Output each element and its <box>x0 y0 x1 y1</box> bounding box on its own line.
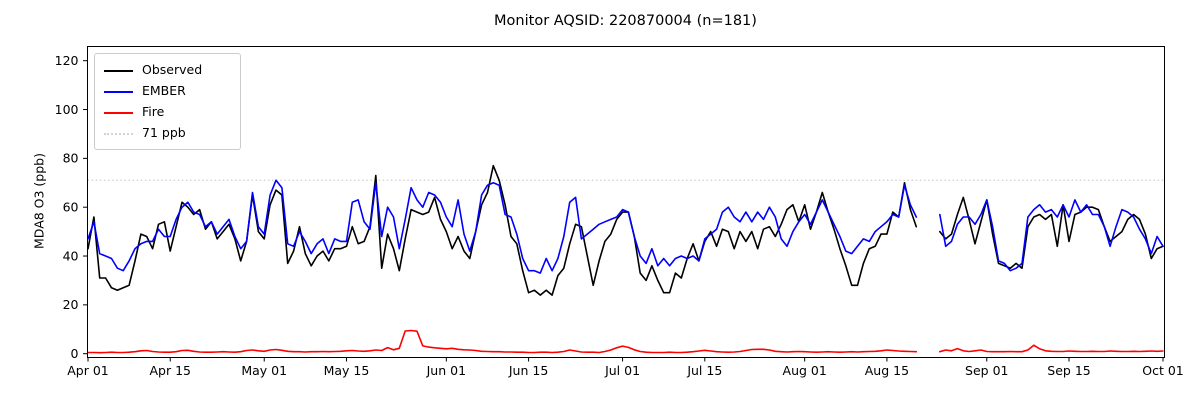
legend-line-sample <box>104 132 133 135</box>
y-tick-label: 20 <box>63 297 79 312</box>
x-tick-label: May 15 <box>324 363 370 378</box>
x-tick-label: Aug 01 <box>783 363 827 378</box>
ember-line <box>87 179 1164 274</box>
x-tick-label: Jul 01 <box>604 363 640 378</box>
x-tick-label: May 01 <box>241 363 287 378</box>
legend-label: Fire <box>142 104 165 120</box>
legend-item-ember: EMBER <box>95 81 240 102</box>
x-tick-label: Apr 01 <box>67 363 109 378</box>
y-tick-label: 40 <box>63 248 79 263</box>
axes-box <box>87 46 1165 358</box>
x-tick-label: Jul 15 <box>686 363 722 378</box>
legend-item-observed: Observed <box>95 60 240 81</box>
x-tick-label: Jun 01 <box>426 363 466 378</box>
x-tick-label: Apr 15 <box>149 363 191 378</box>
observed-line <box>87 164 1164 296</box>
x-tick-label: Jun 15 <box>508 363 548 378</box>
y-tick-label: 120 <box>55 53 79 68</box>
legend-line-sample <box>104 90 133 93</box>
y-tick-label: 0 <box>71 346 79 361</box>
legend-label: 71 ppb <box>142 125 186 141</box>
legend-line-sample <box>104 69 133 72</box>
y-tick-label: 60 <box>63 199 79 214</box>
y-tick-label: 100 <box>55 102 79 117</box>
x-tick-label: Oct 01 <box>1142 363 1184 378</box>
x-tick-label: Sep 15 <box>1047 363 1090 378</box>
legend-item-71-ppb: 71 ppb <box>95 123 240 144</box>
x-tick-label: Sep 01 <box>965 363 1008 378</box>
legend: Observed EMBER Fire 71 ppb <box>94 53 241 150</box>
legend-line-sample <box>104 111 133 114</box>
legend-label: Observed <box>142 62 203 78</box>
y-tick-label: 80 <box>63 151 79 166</box>
legend-label: EMBER <box>142 83 186 99</box>
fire-line <box>87 329 1164 354</box>
legend-item-fire: Fire <box>95 102 240 123</box>
x-tick-label: Aug 15 <box>865 363 909 378</box>
chart-title: Monitor AQSID: 220870004 (n=181) <box>494 13 757 29</box>
